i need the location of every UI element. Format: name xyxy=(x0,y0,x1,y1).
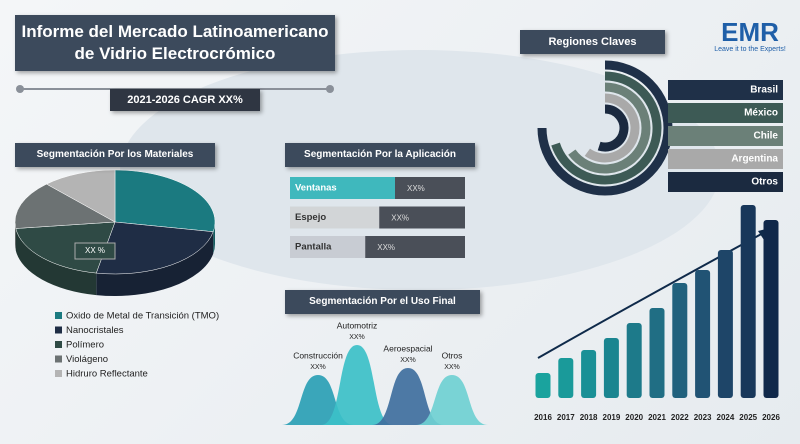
bar-category: Pantalla xyxy=(295,242,332,253)
bell-category: Construcción xyxy=(293,350,343,360)
legend-label: Nanocristales xyxy=(66,325,124,336)
bell xyxy=(372,368,444,425)
legend-label: Chile xyxy=(754,131,779,142)
legend-label: Argentina xyxy=(731,154,778,165)
value-label: XX% xyxy=(349,334,365,341)
divider-dot xyxy=(326,85,334,93)
radial-bar xyxy=(568,82,651,174)
x-tick-label: 2026 xyxy=(762,413,780,422)
legend-swatch xyxy=(55,355,62,363)
legend-swatch xyxy=(55,341,62,348)
x-tick-label: 2025 xyxy=(739,413,757,422)
bar-category: Ventanas xyxy=(295,183,337,194)
x-tick-label: 2018 xyxy=(580,413,598,422)
x-tick-label: 2020 xyxy=(625,413,643,422)
title: Informe del Mercado Latinoamericano de V… xyxy=(15,15,335,71)
pie-side xyxy=(96,231,214,297)
bar xyxy=(290,206,380,229)
radial-bar xyxy=(551,71,662,185)
pie-side xyxy=(15,228,97,296)
column xyxy=(763,220,779,398)
bell-category: Otros xyxy=(442,350,463,360)
value-label: XX% xyxy=(391,214,409,223)
x-tick-label: 2017 xyxy=(557,413,575,422)
legend-label: Otros xyxy=(751,177,778,188)
value-label: XX% xyxy=(444,364,460,371)
divider-dot xyxy=(16,85,24,93)
logo: EMR Leave it to the Experts! xyxy=(708,18,792,53)
x-tick-label: 2021 xyxy=(648,413,666,422)
column xyxy=(558,358,574,398)
value-label: XX% xyxy=(407,184,425,193)
legend-label: Oxido de Metal de Transición (TMO) xyxy=(66,311,219,322)
logo-tagline: Leave it to the Experts! xyxy=(714,46,786,53)
bell xyxy=(321,345,393,425)
enduse-title: Segmentación Por el Uso Final xyxy=(285,290,480,314)
column xyxy=(603,338,619,398)
legend-swatch xyxy=(55,326,62,334)
pie-slice xyxy=(95,221,214,275)
column xyxy=(740,205,756,398)
materials-title: Segmentación Por los Materiales xyxy=(15,143,215,167)
bell-category: Automotriz xyxy=(337,320,378,330)
x-tick-label: 2023 xyxy=(694,413,712,422)
pie-side xyxy=(15,222,16,251)
radial-bar xyxy=(584,93,640,163)
legend-box xyxy=(668,149,783,169)
value-label: XX% xyxy=(400,357,416,364)
pie-slice xyxy=(15,221,116,274)
column xyxy=(581,350,597,398)
center-label: XX % xyxy=(85,246,105,255)
pie-side xyxy=(213,222,215,254)
map-backdrop xyxy=(120,50,720,290)
cagr: 2021-2026 CAGR XX% xyxy=(110,89,260,111)
legend-box xyxy=(668,103,783,123)
x-tick-label: 2019 xyxy=(603,413,621,422)
bar-category: Espejo xyxy=(295,212,326,223)
bell xyxy=(416,375,488,425)
legend-box xyxy=(668,126,783,146)
column xyxy=(535,373,551,398)
value-label: XX% xyxy=(310,364,326,371)
x-tick-label: 2016 xyxy=(534,413,552,422)
application-title: Segmentación Por la Aplicación xyxy=(285,143,475,167)
column xyxy=(672,283,688,398)
legend-box xyxy=(668,172,783,192)
legend-box xyxy=(668,80,783,100)
logo-name: EMR xyxy=(721,17,779,47)
column xyxy=(717,250,733,398)
pie-slice xyxy=(14,183,116,229)
regions-title: Regiones Claves xyxy=(520,30,665,54)
legend-label: Brasil xyxy=(750,85,778,96)
column xyxy=(649,308,665,398)
column xyxy=(695,270,711,398)
x-tick-label: 2024 xyxy=(717,413,735,422)
pie-slice xyxy=(46,169,116,223)
bar xyxy=(290,177,395,199)
column xyxy=(626,323,642,398)
pie-slice xyxy=(114,169,216,233)
legend-label: México xyxy=(744,108,778,119)
legend-label: Hidruro Reflectante xyxy=(66,369,148,380)
center-label-box xyxy=(74,242,116,260)
legend-swatch xyxy=(55,312,62,319)
x-tick-label: 2022 xyxy=(671,413,689,422)
radial-bar xyxy=(597,104,629,152)
radial-bar xyxy=(537,60,673,196)
legend-label: Violágeno xyxy=(66,354,108,365)
bell-category: Aeroespacial xyxy=(383,343,432,353)
value-label: XX% xyxy=(377,243,395,252)
legend-label: Polímero xyxy=(66,340,104,351)
trend-arrow xyxy=(537,231,766,359)
bar xyxy=(290,236,366,258)
legend-swatch xyxy=(55,370,62,377)
